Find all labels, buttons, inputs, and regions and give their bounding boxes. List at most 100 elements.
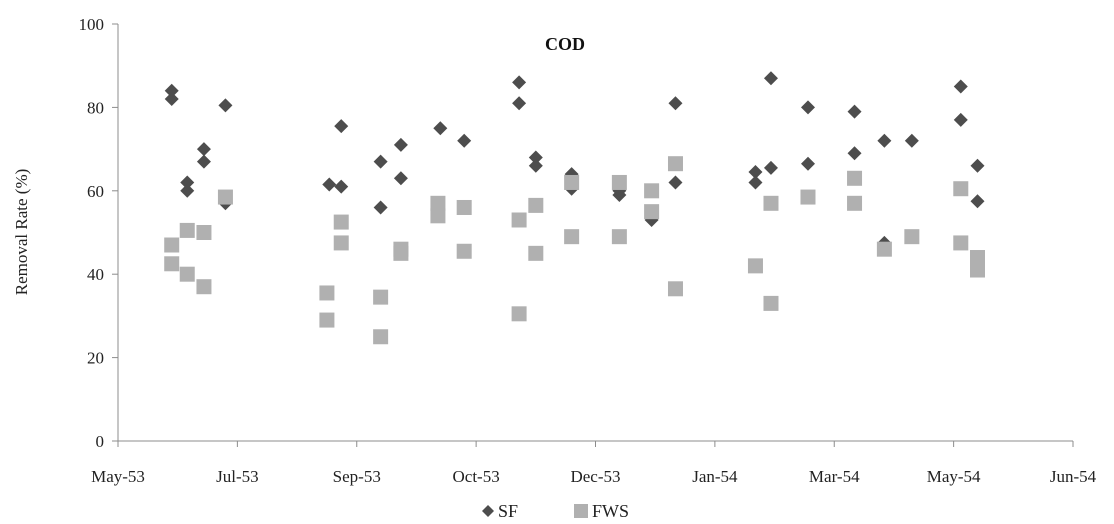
sf-point <box>970 194 985 209</box>
fws-point <box>333 235 349 251</box>
legend: SF FWS <box>482 501 629 521</box>
sf-point <box>218 98 233 113</box>
fws-point <box>763 195 779 211</box>
axes: 0 20 40 60 80 100 May-53 Jul-53 Sep-53 Oct-53 Dec-… <box>79 15 1097 486</box>
sf-point <box>970 158 985 173</box>
x-tick-label: Jan-54 <box>692 467 738 486</box>
legend-sf-marker <box>482 505 494 517</box>
sf-point <box>800 156 815 171</box>
legend-fws-label: FWS <box>592 501 629 521</box>
sf-point <box>164 83 179 98</box>
sf-point <box>322 177 337 192</box>
y-tick-label: 100 <box>79 15 105 34</box>
y-tick-label: 20 <box>87 349 104 368</box>
sf-point <box>180 175 195 190</box>
sf-point <box>512 96 527 111</box>
x-tick-label: Jul-53 <box>216 467 259 486</box>
sf-point <box>847 146 862 161</box>
sf-point <box>334 179 349 194</box>
fws-point <box>196 225 212 240</box>
sf-point <box>196 154 211 169</box>
fws-point <box>456 243 472 259</box>
y-tick-label: 0 <box>96 432 105 451</box>
chart-title: COD <box>545 34 585 54</box>
fws-point <box>564 174 580 190</box>
sf-point <box>393 171 408 186</box>
fws-point <box>611 229 627 245</box>
fws-point <box>876 241 892 257</box>
sf-point <box>180 183 195 198</box>
legend-sf-label: SF <box>498 501 518 521</box>
sf-point <box>668 96 683 111</box>
fws-point <box>511 306 527 322</box>
legend-fws-marker <box>574 504 588 518</box>
fws-point <box>953 235 969 251</box>
sf-point <box>164 92 179 107</box>
fws-point <box>164 256 180 272</box>
sf-point <box>668 175 683 190</box>
sf-point <box>393 137 408 152</box>
fws-point <box>611 174 627 190</box>
fws-point <box>179 222 195 238</box>
fws-point <box>644 204 660 220</box>
fws-point <box>953 181 969 197</box>
fws-point <box>456 199 472 215</box>
fws-point <box>511 212 527 228</box>
sf-point <box>904 133 919 148</box>
y-tick-label: 40 <box>87 265 104 284</box>
fws-point <box>904 229 920 245</box>
x-tick-label: Jun-54 <box>1050 467 1097 486</box>
series-fws <box>164 156 985 345</box>
sf-point <box>334 119 349 134</box>
sf-point <box>433 121 448 136</box>
fws-point <box>430 195 446 211</box>
sf-point <box>763 71 778 86</box>
fws-point <box>970 250 985 266</box>
fws-point <box>319 285 335 301</box>
series-sf <box>164 71 985 250</box>
fws-point <box>667 156 683 172</box>
y-axis-title: Removal Rate (%) <box>12 169 31 296</box>
fws-point <box>667 281 683 297</box>
fws-point <box>847 170 863 186</box>
sf-point <box>512 75 527 90</box>
fws-point <box>179 266 195 282</box>
sf-point <box>953 79 968 94</box>
y-tick-label: 60 <box>87 182 104 201</box>
sf-point <box>528 150 543 165</box>
x-tick-label: Dec-53 <box>570 467 620 486</box>
sf-point <box>373 154 388 169</box>
fws-point <box>528 197 544 213</box>
fws-point <box>373 329 389 345</box>
fws-point <box>564 229 580 245</box>
fws-point <box>393 245 409 261</box>
sf-point <box>953 112 968 127</box>
data-points <box>164 71 985 345</box>
sf-point <box>763 160 778 175</box>
fws-point <box>847 195 863 211</box>
fws-point <box>800 189 816 205</box>
fws-point <box>970 262 985 278</box>
sf-point <box>196 142 211 157</box>
sf-point <box>528 158 543 173</box>
sf-point <box>800 100 815 115</box>
sf-point <box>877 133 892 148</box>
sf-point <box>373 200 388 215</box>
fws-point <box>319 312 335 328</box>
fws-point <box>528 245 544 261</box>
x-tick-label: Sep-53 <box>333 467 381 486</box>
fws-point <box>373 289 389 305</box>
x-tick-label: Mar-54 <box>809 467 860 486</box>
fws-point <box>217 189 233 205</box>
fws-point <box>164 237 180 253</box>
x-tick-label: May-54 <box>927 467 981 486</box>
sf-point <box>748 175 763 190</box>
fws-point <box>763 295 779 311</box>
sf-point <box>457 133 472 148</box>
sf-point <box>748 165 763 180</box>
fws-point <box>196 279 212 295</box>
fws-point <box>430 208 446 224</box>
fws-point <box>747 258 763 274</box>
x-tick-label: Oct-53 <box>453 467 500 486</box>
